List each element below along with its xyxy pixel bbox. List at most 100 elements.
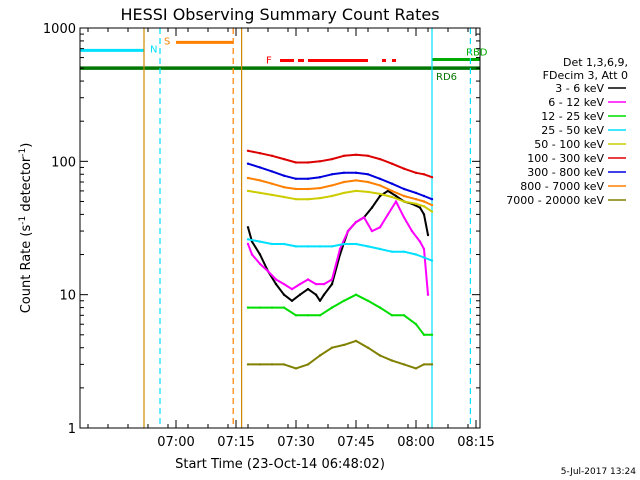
y-tick-label: 1000 [43,22,76,37]
series-point-12-25-kev [422,333,426,336]
footer-timestamp: 5-Jul-2017 13:24 [561,467,637,477]
series-point-300-800-kev [318,176,322,179]
series-point-6-12-kev [362,216,366,219]
flag-label-rd6: RD6 [436,72,457,83]
series-point-6-12-kev [282,282,286,286]
series-point-3-6-kev [418,206,422,209]
series-point-800-7000-kev [282,186,286,189]
series-point-50-100-kev [414,202,418,205]
series-point-25-50-kev [294,245,298,248]
series-point-100-300-kev [366,154,370,157]
series-point-3-6-kev [370,206,374,209]
series-point-3-6-kev [394,194,398,198]
series-point-3-6-kev [378,194,382,198]
series-point-12-25-kev [318,314,322,317]
series-point-3-6-kev [290,299,294,302]
series-point-3-6-kev [318,299,322,302]
series-point-6-12-kev [346,229,350,233]
series-point-25-50-kev [402,250,406,253]
series-point-50-100-kev [246,189,250,193]
series-point-50-100-kev [282,195,286,199]
plot-frame [79,27,481,429]
legend-label-800-7000-kev: 800 - 7000 keV [520,180,604,193]
series-point-12-25-kev [306,314,310,317]
series-point-50-100-kev [430,210,434,213]
series-point-3-6-kev [282,293,286,296]
series-point-7000-20000-kev [354,339,358,343]
series-point-50-100-kev [342,191,346,195]
series-point-50-100-kev [318,196,322,200]
series-point-100-300-kev [270,154,274,157]
series-point-6-12-kev [394,200,398,203]
series-point-3-6-kev [330,282,334,286]
y-tick-label: 10 [59,289,76,304]
legend-label-7000-20000-kev: 7000 - 20000 keV [506,194,604,207]
series-point-50-100-kev [330,194,334,198]
series-point-25-50-kev [258,240,262,243]
series-point-800-7000-kev [430,203,434,207]
series-point-7000-20000-kev [366,346,370,349]
series-point-25-50-kev [430,259,434,262]
series-point-100-300-kev [414,171,418,174]
series-point-800-7000-kev [354,179,358,182]
y-axis-label-main: Count Rate (s [19,225,34,314]
flag-label-s: S [164,36,170,47]
series-point-7000-20000-kev [342,343,346,347]
y-axis-label: Count Rate (s-1 detector-1) [18,143,34,314]
series-point-25-50-kev [306,245,310,248]
series-point-25-50-kev [246,238,250,241]
series-point-800-7000-kev [306,187,310,191]
series-point-6-12-kev [418,240,422,243]
series-point-12-25-kev [258,306,262,309]
series-point-800-7000-kev [402,194,406,198]
series-point-25-50-kev [270,242,274,246]
series-point-7000-20000-kev [390,359,394,362]
series-point-300-800-kev [402,187,406,191]
series-point-25-50-kev [378,247,382,251]
series-point-800-7000-kev [246,176,250,180]
series-point-6-12-kev [274,278,278,281]
series-point-3-6-kev [258,253,262,256]
y-axis-label-end: ) [19,143,34,148]
series-point-6-12-kev [338,247,342,251]
x-tick-label: 08:15 [457,435,494,450]
series-point-12-25-kev [282,306,286,309]
series-point-7000-20000-kev [422,363,426,366]
series-point-300-800-kev [430,198,434,201]
series-point-300-800-kev [390,182,394,185]
series-point-7000-20000-kev [330,346,334,349]
series-point-7000-20000-kev [246,363,250,366]
series-point-25-50-kev [414,253,418,256]
series-point-800-7000-kev [294,187,298,191]
series-point-12-25-kev [294,314,298,317]
flags-layer: SN F RBD RD6 [80,36,488,83]
series-point-50-100-kev [422,205,426,208]
series-point-6-12-kev [370,229,374,233]
legend-label-50-100-kev: 50 - 100 keV [534,138,604,151]
series-point-50-100-kev [378,192,382,196]
series-point-50-100-kev [258,191,262,195]
series-point-25-50-kev [366,245,370,248]
series-point-6-12-kev [306,278,310,281]
series-point-100-300-kev [390,162,394,165]
series-point-25-50-kev [390,250,394,253]
series-point-12-25-kev [390,314,394,317]
series-point-100-300-kev [306,161,310,164]
series-point-800-7000-kev [414,198,418,201]
series-point-12-25-kev [246,306,250,309]
series-point-6-12-kev [410,229,414,233]
flag-label-n: N [150,44,157,55]
series-point-300-800-kev [294,177,298,180]
series-point-3-6-kev [274,282,278,286]
series-point-12-25-kev [430,333,434,336]
series-point-6-12-kev [258,262,262,266]
series-point-800-7000-kev [318,186,322,190]
x-tick-label: 08:00 [397,435,434,450]
series-point-12-25-kev [330,306,334,309]
series-point-3-6-kev [314,293,318,296]
series-point-7000-20000-kev [294,367,298,370]
series-point-100-300-kev [378,157,382,161]
y-tick-label: 1 [68,422,76,437]
series-point-6-12-kev [290,287,294,291]
